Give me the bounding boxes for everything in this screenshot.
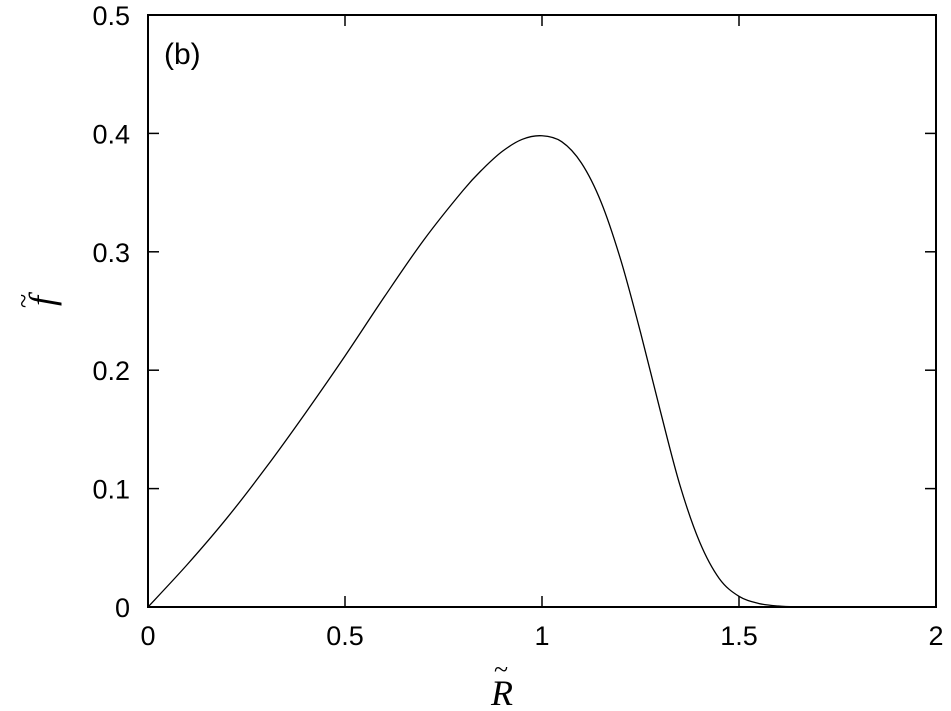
y-tick-label: 0.1 <box>92 475 130 505</box>
x-axis-label: R <box>490 673 513 711</box>
x-tick-label: 0.5 <box>326 621 364 651</box>
y-tick-label: 0.5 <box>92 1 130 31</box>
x-tick-label: 0 <box>140 621 155 651</box>
plot-frame <box>147 14 937 608</box>
y-tick-label: 0.2 <box>92 356 130 386</box>
y-axis-label-accent: ~ <box>9 294 38 308</box>
y-tick-label: 0.4 <box>92 119 130 149</box>
x-axis-label-accent: ~ <box>494 655 508 684</box>
y-axis-label: f <box>22 291 62 306</box>
series-layer <box>147 135 936 608</box>
series-line <box>147 135 936 608</box>
y-axis-label-group: ~ f <box>9 291 62 308</box>
x-tick-label: 2 <box>928 621 943 651</box>
x-tick-label: 1.5 <box>720 621 758 651</box>
y-tick-label: 0 <box>115 593 130 623</box>
x-tick-label: 1 <box>534 621 549 651</box>
panel-label: (b) <box>164 38 201 71</box>
axes-layer <box>147 14 937 608</box>
y-tick-label: 0.3 <box>92 238 130 268</box>
ticks-layer: 0 0.5 1 1.5 2 0 0.1 0.2 0.3 0.4 0.5 <box>92 1 943 651</box>
